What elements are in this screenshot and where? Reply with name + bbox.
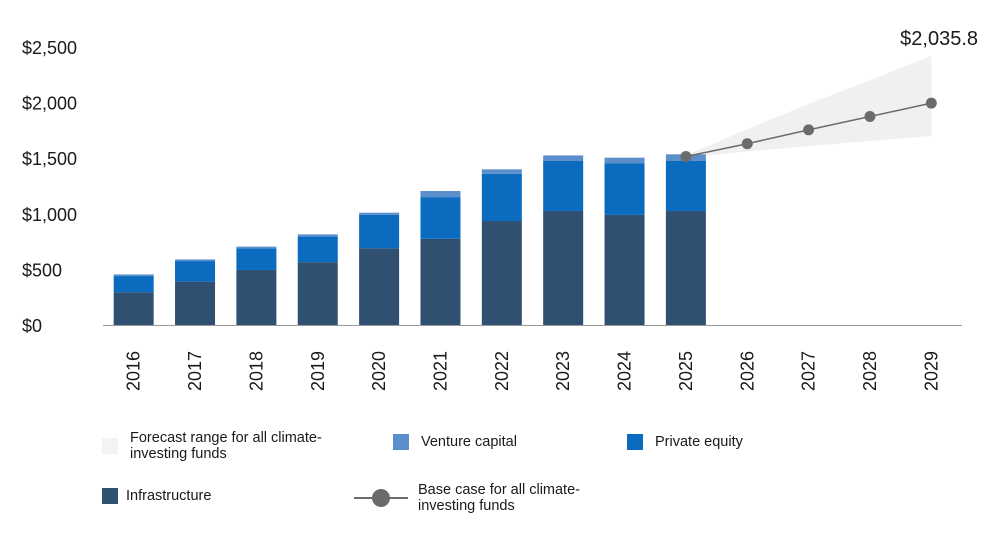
x-tick-label-2016: 2016 [124, 351, 144, 391]
bar-infrastructure-2025 [665, 211, 706, 325]
bar-infrastructure-2023 [543, 211, 584, 325]
bar-venture-capital-2018 [236, 246, 277, 249]
bar-venture-capital-2023 [543, 155, 584, 161]
bar-private-equity-2019 [297, 236, 338, 263]
bar-venture-capital-2021 [420, 191, 461, 198]
bar-private-equity-2020 [359, 214, 400, 249]
x-tick-label-2025: 2025 [676, 351, 696, 391]
legend-swatch-forecast [102, 438, 118, 454]
legend-swatch-venture [393, 434, 409, 450]
bar-venture-capital-2024 [604, 157, 645, 164]
legend-label-forecast: Forecast range for all climate-investing… [130, 430, 322, 462]
bar-infrastructure-2021 [420, 238, 461, 325]
bar-infrastructure-2018 [236, 269, 277, 325]
y-tick-label-2000: $2,000 [22, 94, 77, 114]
y-tick-label-1500: $1,500 [22, 149, 77, 169]
forecast-band [685, 55, 932, 158]
legend-label-private: Private equity [655, 434, 743, 450]
x-tick-label-2023: 2023 [553, 351, 573, 391]
legend-swatch-base [354, 489, 408, 507]
x-tick-label-2018: 2018 [246, 351, 266, 391]
y-tick-label-500: $500 [22, 260, 62, 280]
legend-item-venture: Venture capital [393, 434, 517, 450]
x-tick-label-2026: 2026 [737, 351, 757, 391]
legend-item-infra: Infrastructure [102, 488, 211, 504]
x-axis-ticks: 2016 2017 2018 2019 2020 2021 2022 2023 2024 2025… [124, 351, 942, 391]
base-case-point-2028 [864, 111, 876, 122]
x-tick-label-2029: 2029 [921, 351, 941, 391]
base-case-point-2027 [803, 124, 815, 136]
y-tick-label-2500: $2,500 [22, 38, 77, 58]
x-tick-label-2019: 2019 [308, 351, 328, 391]
y-tick-label-1000: $1,000 [22, 205, 77, 225]
bar-infrastructure-2016 [113, 292, 154, 325]
bar-infrastructure-2024 [604, 214, 645, 325]
legend-swatch-private [627, 434, 643, 450]
bar-private-equity-2023 [543, 160, 584, 212]
bar-venture-capital-2020 [359, 212, 400, 215]
legend-label-base: Base case for all climate-investing fund… [418, 482, 580, 514]
bar-private-equity-2018 [236, 248, 277, 270]
x-tick-label-2028: 2028 [860, 351, 880, 391]
bar-private-equity-2024 [604, 163, 645, 215]
bars-layer [113, 154, 706, 325]
legend-label-venture: Venture capital [421, 434, 517, 450]
base-case-point-2029 [925, 97, 937, 109]
legend-item-base: Base case for all climate-investing fund… [354, 482, 613, 514]
bar-infrastructure-2019 [297, 262, 338, 325]
bar-private-equity-2016 [113, 276, 154, 293]
legend-label-infra: Infrastructure [126, 488, 212, 504]
legend: Forecast range for all climate-investing… [0, 400, 1000, 540]
bar-infrastructure-2020 [359, 248, 400, 325]
x-tick-label-2020: 2020 [369, 351, 389, 391]
forecast-annotation: $2,035.8 [900, 28, 978, 50]
legend-item-private: Private equity [627, 434, 743, 450]
forecast-band-layer [685, 55, 932, 158]
bar-private-equity-2022 [481, 173, 522, 222]
base-case-point-2025 [680, 151, 692, 163]
bar-venture-capital-2022 [481, 169, 522, 174]
legend-item-forecast: Forecast range for all climate-investing… [102, 430, 330, 462]
bar-infrastructure-2017 [175, 281, 216, 325]
bar-infrastructure-2022 [481, 221, 522, 325]
chart: $0$500$1,000$1,500$2,000$2,500 2016 2017 2… [22, 28, 978, 391]
bar-venture-capital-2017 [175, 259, 216, 262]
x-tick-label-2017: 2017 [185, 351, 205, 391]
base-case-line-layer [680, 97, 937, 163]
bar-venture-capital-2019 [297, 234, 338, 237]
x-tick-label-2022: 2022 [492, 351, 512, 391]
bar-private-equity-2025 [665, 160, 706, 212]
x-tick-label-2024: 2024 [615, 351, 635, 391]
y-axis-ticks: $0 $500 $1,000 $1,500 $2,000 $2,500 [22, 38, 77, 336]
legend-swatch-infra [102, 488, 118, 504]
bar-private-equity-2021 [420, 197, 461, 239]
bar-private-equity-2017 [175, 261, 216, 282]
bar-venture-capital-2016 [113, 274, 154, 277]
x-tick-label-2027: 2027 [799, 351, 819, 391]
y-tick-label-0: $0 [22, 316, 42, 336]
x-tick-label-2021: 2021 [430, 351, 450, 391]
base-case-point-2026 [741, 138, 753, 150]
